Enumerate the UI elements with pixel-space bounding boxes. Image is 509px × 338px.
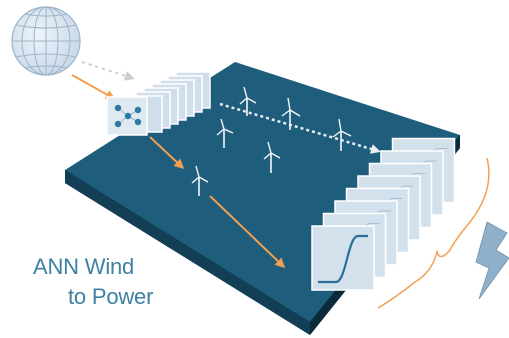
farm-to-output-arrow bbox=[209, 195, 286, 269]
curly-brace-icon bbox=[377, 157, 490, 309]
wind-turbine-icon bbox=[191, 86, 352, 196]
lightning-bolt-icon bbox=[475, 221, 509, 300]
network-to-farm-arrow bbox=[149, 136, 185, 170]
caption-line-1: ANN Wind bbox=[33, 254, 135, 279]
output-power-curve-stack bbox=[311, 137, 456, 291]
globe-icon bbox=[11, 6, 81, 76]
output-panel bbox=[311, 225, 375, 291]
globe-to-network-arrow bbox=[71, 74, 116, 100]
caption-line-2: to Power bbox=[68, 284, 154, 309]
globe-to-stack-dotted-arrow bbox=[81, 61, 135, 81]
neural-network-icon bbox=[106, 96, 148, 136]
